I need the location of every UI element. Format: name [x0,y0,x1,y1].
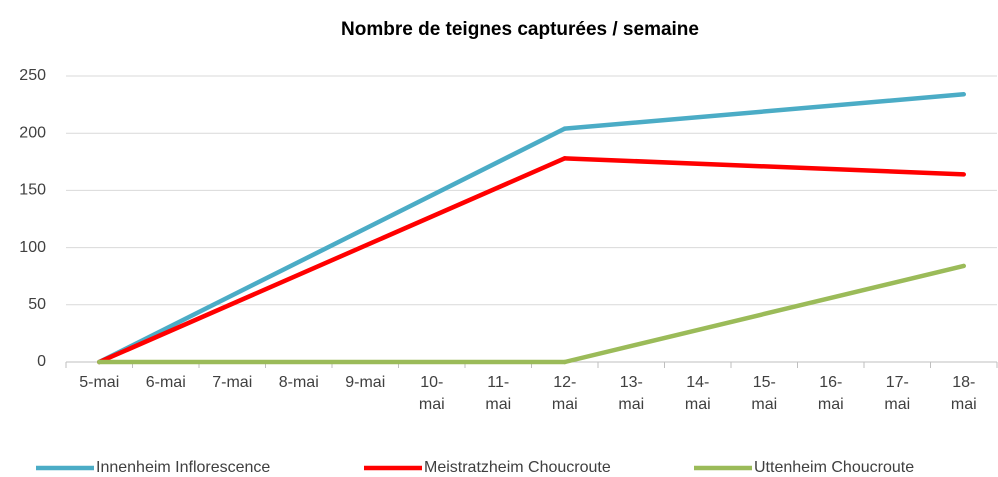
y-tick-label: 50 [28,296,46,313]
series-line [97,156,567,365]
x-tick-label: 14-mai [685,374,711,413]
series-line [562,92,966,131]
series-line [562,156,966,177]
legend-label: Meistratzheim Choucroute [424,459,611,476]
x-tick-label: 10-mai [419,374,445,413]
x-tick-label: 18-mai [951,374,977,413]
y-tick-label: 0 [37,353,46,370]
x-tick-label: 8-mai [279,374,319,391]
series-line [97,126,567,365]
y-tick-label: 150 [19,182,46,199]
x-tick-label: 13-mai [618,374,644,413]
x-tick-label: 17-mai [884,374,910,413]
y-tick-label: 250 [19,67,46,84]
y-tick-label: 100 [19,239,46,256]
y-tick-label: 200 [19,124,46,141]
x-tick-label: 7-mai [212,374,252,391]
legend-label: Innenheim Inflorescence [96,459,270,476]
x-tick-label: 5-mai [79,374,119,391]
series-line [562,263,966,365]
x-tick-label: 16-mai [818,374,844,413]
x-tick-label: 15-mai [751,374,777,413]
legend-label: Uttenheim Choucroute [754,459,914,476]
chart-title: Nombre de teignes capturées / semaine [341,19,699,40]
x-tick-label: 9-mai [345,374,385,391]
x-tick-label: 6-mai [146,374,186,391]
x-tick-label: 12-mai [552,374,578,413]
x-tick-label: 11-mai [485,374,511,413]
